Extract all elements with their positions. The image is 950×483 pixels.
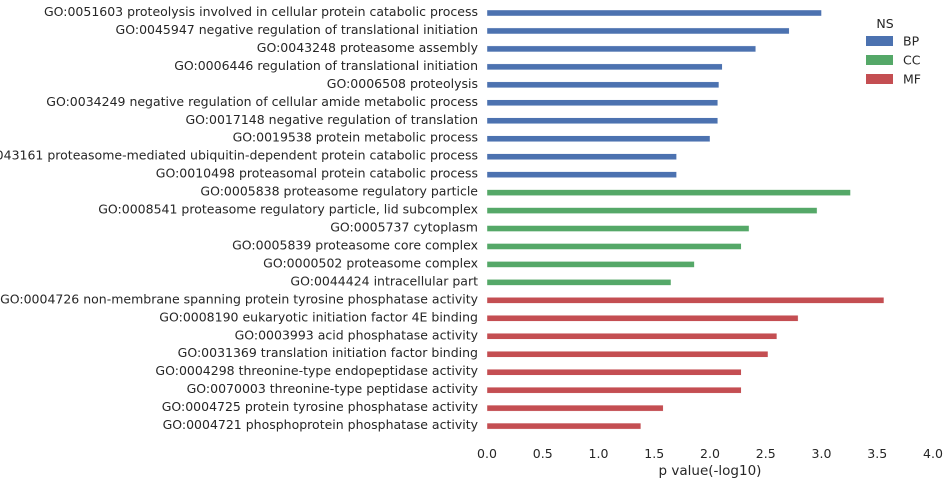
bar-mf	[486, 404, 664, 412]
category-label: GO:0043161 proteasome-mediated ubiquitin…	[0, 148, 478, 163]
x-tick-label: 3.5	[867, 446, 887, 461]
x-tick-label: 2.0	[700, 446, 720, 461]
legend: NS BP CC MF	[866, 16, 921, 87]
bar-bp	[486, 117, 719, 124]
bar-mf	[486, 333, 778, 340]
legend-label-cc: CC	[903, 53, 921, 68]
category-label: GO:0010498 proteasomal protein catabolic…	[156, 166, 478, 181]
bars-layer	[486, 9, 885, 430]
category-label: GO:0017148 negative regulation of transl…	[186, 112, 479, 127]
category-label: GO:0003993 acid phosphatase activity	[235, 327, 479, 342]
category-label: GO:0008541 proteasome regulatory particl…	[98, 202, 478, 217]
category-label: GO:0044424 intracellular part	[290, 273, 478, 288]
category-label: GO:0004726 non-membrane spanning protein…	[0, 291, 479, 306]
category-label: GO:0006446 regulation of translational i…	[174, 58, 478, 73]
bar-cc	[486, 189, 851, 196]
bar-mf	[486, 369, 742, 376]
x-tick-label: 3.0	[812, 446, 832, 461]
bar-bp	[486, 135, 711, 142]
x-axis-title: p value(-log10)	[659, 463, 762, 479]
category-labels: GO:0051603 proteolysis involved in cellu…	[0, 4, 479, 432]
bar-cc	[486, 225, 750, 232]
bar-bp	[486, 63, 723, 71]
category-label: GO:0034249 negative regulation of cellul…	[46, 94, 478, 109]
category-label: GO:0005737 cytoplasm	[330, 220, 478, 235]
category-label: GO:0005839 proteasome core complex	[232, 237, 478, 252]
bar-bp	[486, 45, 756, 53]
x-tick-label: 1.0	[589, 446, 609, 461]
category-label: GO:0004721 phosphoprotein phosphatase ac…	[163, 417, 479, 432]
bar-bp	[486, 9, 822, 17]
category-label: GO:0045947 negative regulation of transl…	[116, 22, 478, 37]
category-label: GO:0004725 protein tyrosine phosphatase …	[162, 399, 479, 414]
bar-mf	[486, 315, 799, 322]
x-tick-label: 1.5	[644, 446, 664, 461]
legend-label-mf: MF	[903, 72, 921, 87]
bar-cc	[486, 261, 695, 268]
bar-mf	[486, 422, 642, 430]
bar-cc	[486, 243, 742, 250]
bar-mf	[486, 386, 742, 394]
category-label: GO:0004298 threonine-type endopeptidase …	[155, 363, 478, 378]
category-label: GO:0005838 proteasome regulatory particl…	[200, 184, 478, 199]
category-label: GO:0070003 threonine-type peptidase acti…	[187, 381, 479, 396]
category-label: GO:0043248 proteasome assembly	[257, 40, 479, 55]
legend-entries: BP CC MF	[866, 34, 921, 87]
legend-label-bp: BP	[903, 34, 920, 49]
legend-swatch-mf	[866, 74, 893, 84]
category-label: GO:0006508 proteolysis	[327, 76, 478, 91]
bar-cc	[486, 207, 818, 214]
x-axis-ticks: 0.0 0.5 1.0 1.5 2.0 2.5 3.0 3.5 4.0	[477, 446, 943, 461]
bar-mf	[486, 297, 885, 304]
x-tick-label: 0.5	[533, 446, 553, 461]
category-label: GO:0019538 protein metabolic process	[233, 130, 478, 145]
x-tick-label: 0.0	[477, 446, 497, 461]
legend-swatch-cc	[866, 55, 893, 65]
category-label: GO:0031369 translation initiation factor…	[178, 345, 478, 360]
category-label: GO:0008190 eukaryotic initiation factor …	[159, 309, 478, 324]
bar-mf	[486, 351, 769, 358]
legend-swatch-bp	[866, 36, 893, 46]
bar-bp	[486, 99, 719, 107]
bar-bp	[486, 153, 677, 160]
bar-cc	[486, 279, 672, 286]
bar-bp	[486, 81, 720, 89]
legend-title: NS	[876, 16, 893, 31]
category-label: GO:0000502 proteasome complex	[263, 255, 478, 270]
category-label: GO:0051603 proteolysis involved in cellu…	[44, 4, 478, 19]
x-tick-label: 2.5	[756, 446, 776, 461]
x-tick-label: 4.0	[923, 446, 943, 461]
bar-bp	[486, 27, 790, 35]
bar-bp	[486, 171, 677, 178]
